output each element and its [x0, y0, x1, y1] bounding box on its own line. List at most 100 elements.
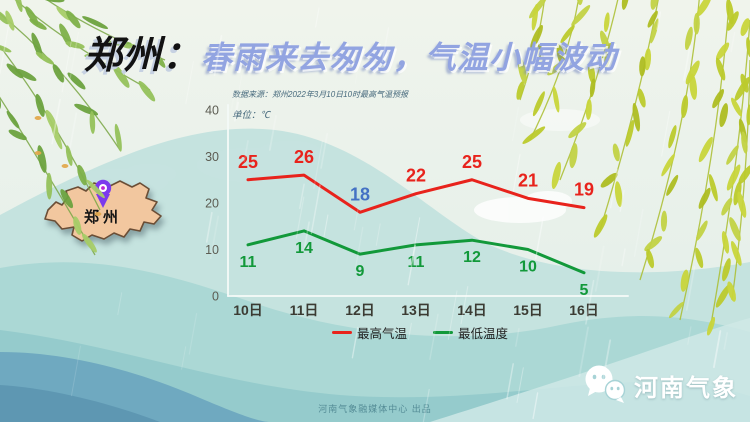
willow-leaf	[45, 109, 59, 134]
willow-leaf	[531, 3, 539, 31]
willow-leaf	[695, 220, 708, 241]
willow-leaf	[516, 81, 525, 100]
max-temp-value: 21	[518, 170, 538, 190]
footer-credit: 河南气象融媒体中心 出品	[318, 404, 432, 414]
y-tick-label: 20	[205, 197, 219, 211]
willow-leaf	[66, 10, 81, 29]
chart-source: 数据来源：郑州2022年3月10日10时最高气温预报	[232, 90, 409, 99]
willow-leaf	[685, 60, 700, 85]
temperature-chart: 数据来源：郑州2022年3月10日10时最高气温预报 单位：℃ 0 10 20 30 4…	[200, 85, 640, 365]
min-temp-value: 12	[463, 249, 481, 266]
legend-item: 最低温度	[433, 323, 508, 342]
willow-left-icon	[0, 0, 166, 256]
max-temp-value: 18	[350, 184, 370, 204]
legend-item: 最高气温	[331, 323, 407, 342]
willow-leaf	[571, 5, 591, 26]
willow-leaf	[726, 164, 741, 191]
willow-leaf	[593, 214, 608, 238]
x-tick-label: 15日	[513, 302, 543, 318]
willow-leaf	[82, 16, 109, 30]
willow-stem	[709, 19, 750, 331]
willow-leaf	[537, 44, 545, 67]
willow-leaf	[552, 86, 560, 113]
willow-leaf	[560, 25, 575, 43]
willow-leaf	[716, 42, 730, 60]
willow-leaf	[56, 6, 71, 21]
min-temp-value: 9	[356, 263, 365, 280]
willow-stem	[679, 0, 730, 321]
legend-label: 最高气温	[356, 327, 407, 341]
willow-leaf	[522, 126, 546, 144]
map-label: 郑州	[84, 208, 122, 226]
willow-leaf	[681, 94, 689, 119]
willow-leaf	[547, 59, 568, 76]
willow-leaf	[661, 153, 675, 177]
willow-leaf	[530, 24, 543, 50]
max-temp-value: 22	[406, 166, 426, 186]
willow-leaf	[112, 63, 130, 88]
willow-leaf	[569, 143, 578, 169]
willow-leaf	[722, 258, 731, 282]
willow-leaf	[689, 73, 698, 100]
willow-leaf	[0, 10, 9, 25]
willow-leaf	[680, 269, 689, 292]
willow-leaf	[719, 103, 729, 128]
willow-bud	[34, 151, 42, 155]
willow-leaf	[6, 110, 20, 129]
willow-leaf	[35, 51, 55, 65]
willow-leaf	[585, 98, 592, 120]
willow-leaf	[532, 91, 545, 117]
y-tick-label: 0	[212, 290, 219, 304]
willow-leaf	[59, 23, 72, 48]
willow-leaf	[46, 172, 53, 200]
willow-leaf	[721, 197, 733, 216]
willow-bud	[61, 164, 69, 168]
willow-leaf	[669, 301, 684, 319]
willow-leaf	[712, 89, 724, 109]
min-temp-value: 10	[519, 259, 537, 276]
willow-leaf	[614, 181, 623, 208]
willow-leaf	[650, 18, 659, 44]
willow-leaf	[740, 18, 750, 36]
min-temp-value: 11	[408, 254, 425, 271]
willow-leaf	[647, 10, 658, 28]
willow-leaf	[737, 191, 747, 218]
willow-leaf	[604, 42, 612, 69]
willow-leaf	[8, 129, 27, 141]
chart-legend: 最高气温 最低温度	[200, 323, 640, 342]
max-temp-line	[246, 173, 586, 214]
willow-bud	[94, 212, 102, 216]
willow-leaf	[603, 12, 610, 33]
willow-leaf	[738, 165, 750, 185]
willow-leaf	[0, 44, 12, 53]
wave-dark-2	[0, 385, 160, 422]
y-tick-label: 10	[205, 243, 219, 257]
willow-leaf	[730, 240, 742, 266]
willow-leaf	[81, 233, 97, 253]
willow-leaf	[84, 52, 106, 59]
willow-leaf	[529, 0, 548, 19]
x-tick-label: 14日	[457, 302, 487, 318]
willow-leaf	[13, 0, 23, 13]
willow-leaf	[67, 72, 86, 90]
willow-leaf	[6, 63, 24, 79]
willow-leaf	[40, 0, 65, 3]
willow-leaf	[556, 44, 565, 65]
min-temp-value: 5	[580, 282, 589, 299]
min-temp-value: 11	[240, 254, 257, 271]
willow-leaf	[600, 172, 618, 188]
willow-leaf	[122, 43, 142, 50]
willow-leaf	[644, 236, 663, 252]
willow-leaf	[741, 131, 748, 154]
x-tick-label: 10日	[233, 302, 263, 318]
willow-leaf	[625, 119, 635, 147]
willow-leaf	[708, 173, 718, 202]
willow-leaf	[721, 230, 730, 254]
willow-leaf	[587, 62, 596, 84]
willow-leaf	[650, 0, 659, 10]
willow-leaf	[696, 0, 712, 17]
x-tick-label: 16日	[569, 302, 599, 318]
willow-leaf	[52, 64, 65, 83]
willow-leaf	[114, 123, 122, 152]
willow-leaf	[740, 73, 749, 93]
